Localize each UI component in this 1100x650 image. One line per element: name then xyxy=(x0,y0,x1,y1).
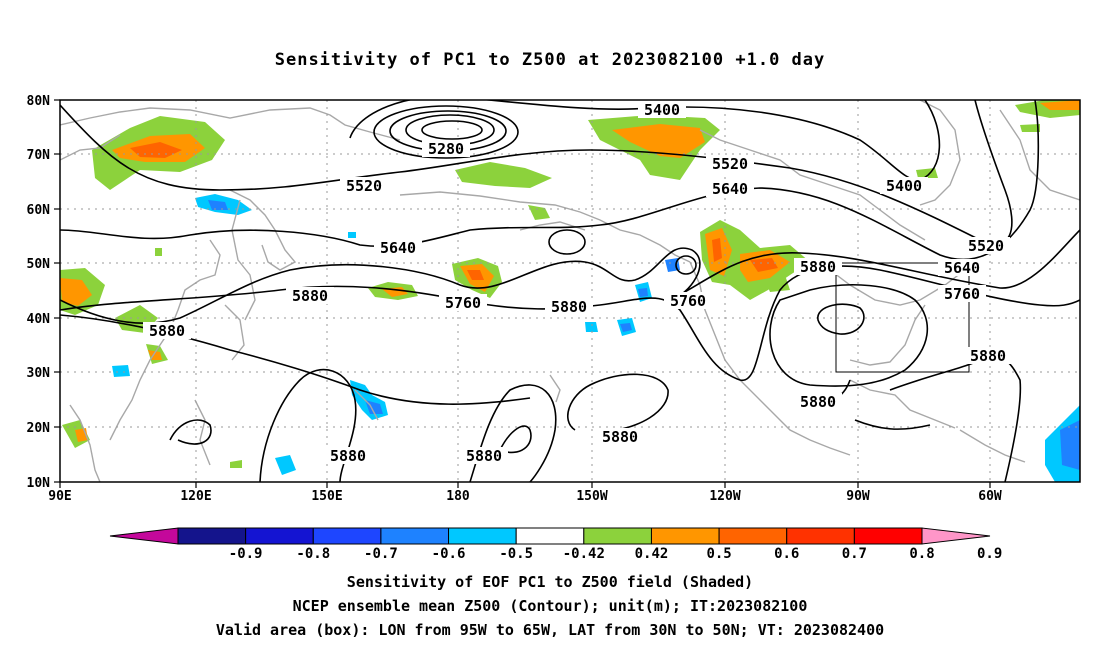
colorbar-label: 0.5 xyxy=(706,546,731,562)
contour-label: 5520 xyxy=(712,155,748,173)
lon-tick-label: 90E xyxy=(48,489,71,504)
contour-label: 5400 xyxy=(886,177,922,195)
contour-label: 5640 xyxy=(944,259,980,277)
colorbar-box xyxy=(380,527,450,545)
colorbar-label: 0.9 xyxy=(977,546,1002,562)
lat-tick-label: 70N xyxy=(27,148,51,163)
footer-line-3: Valid area (box): LON from 95W to 65W, L… xyxy=(215,621,885,639)
map-title: Sensitivity of PC1 to Z500 at 2023082100… xyxy=(274,50,826,70)
colorbar-box xyxy=(312,527,382,545)
contour-label: 5880 xyxy=(800,393,836,411)
colorbar-label: -0.7 xyxy=(364,546,398,562)
contour-label: 5880 xyxy=(602,428,638,446)
contour-label: 5760 xyxy=(944,285,980,303)
contour-label: 5520 xyxy=(346,177,382,195)
colorbar-box xyxy=(718,527,788,545)
colorbar-arrow-left xyxy=(109,527,179,545)
colorbar-box xyxy=(583,527,652,545)
contour-label: 5400 xyxy=(644,101,680,119)
colorbar: -0.9 -0.8 -0.7 -0.6 -0.5 -0.42 0.42 0.5 0.6 0.7 0.… xyxy=(109,527,1002,562)
lat-tick-label: 80N xyxy=(27,94,51,109)
lat-tick-label: 60N xyxy=(27,203,51,218)
lon-tick-label: 60W xyxy=(978,489,1002,504)
contour-label: 5880 xyxy=(800,258,836,276)
lat-tick-label: 20N xyxy=(27,421,51,436)
lon-tick-label: 150E xyxy=(311,489,342,504)
colorbar-label: 0.7 xyxy=(842,546,867,562)
contour-label: 5880 xyxy=(466,447,502,465)
contour-label: 5880 xyxy=(970,347,1006,365)
lat-tick-label: 10N xyxy=(27,476,51,491)
contour-label: 5760 xyxy=(670,292,706,310)
contour-label: 5880 xyxy=(551,298,587,316)
lon-tick-label: 120E xyxy=(180,489,211,504)
colorbar-box xyxy=(177,527,247,545)
contour-labels: 5400 5280 5520 5520 5640 5400 5640 5520 … xyxy=(148,101,1007,465)
lon-axis-labels: 90E 120E 150E 180 150W 120W 90W 60W xyxy=(48,489,1002,504)
colorbar-label: -0.6 xyxy=(432,546,466,562)
colorbar-box xyxy=(515,527,585,545)
tick-marks xyxy=(54,99,991,488)
contour-label: 5880 xyxy=(149,322,185,340)
colorbar-box xyxy=(245,527,314,545)
footer-line-2: NCEP ensemble mean Z500 (Contour); unit(… xyxy=(292,597,808,615)
colorbar-arrow-right xyxy=(921,527,991,545)
lon-tick-label: 120W xyxy=(709,489,740,504)
lat-tick-label: 40N xyxy=(27,312,51,327)
lon-tick-label: 90W xyxy=(846,489,870,504)
contour-label: 5760 xyxy=(445,294,481,312)
colorbar-label: -0.9 xyxy=(229,546,263,562)
colorbar-label: 0.42 xyxy=(635,546,669,562)
plot-frame xyxy=(59,99,1081,483)
contour-label: 5520 xyxy=(968,237,1004,255)
colorbar-box xyxy=(786,527,855,545)
lat-axis-labels: 80N 70N 60N 50N 40N 30N 20N 10N xyxy=(27,94,51,491)
lon-tick-label: 180 xyxy=(446,489,470,504)
colorbar-label: -0.5 xyxy=(499,546,533,562)
colorbar-box xyxy=(853,527,923,545)
lon-tick-label: 150W xyxy=(576,489,607,504)
lat-tick-label: 50N xyxy=(27,257,51,272)
colorbar-label: 0.8 xyxy=(909,546,934,562)
lat-tick-label: 30N xyxy=(27,366,51,381)
contour-label: 5640 xyxy=(712,180,748,198)
colorbar-label: -0.42 xyxy=(563,546,605,562)
colorbar-label: -0.8 xyxy=(296,546,330,562)
contour-label: 5880 xyxy=(292,287,328,305)
sensitivity-shading xyxy=(60,100,1080,482)
colorbar-label: 0.6 xyxy=(774,546,799,562)
contour-label: 5640 xyxy=(380,239,416,257)
colorbar-box xyxy=(650,527,720,545)
valid-area-box xyxy=(835,262,970,373)
colorbar-box xyxy=(448,527,517,545)
contour-label: 5880 xyxy=(330,447,366,465)
contour-label: 5280 xyxy=(428,140,464,158)
footer-line-1: Sensitivity of EOF PC1 to Z500 field (Sh… xyxy=(346,573,754,591)
